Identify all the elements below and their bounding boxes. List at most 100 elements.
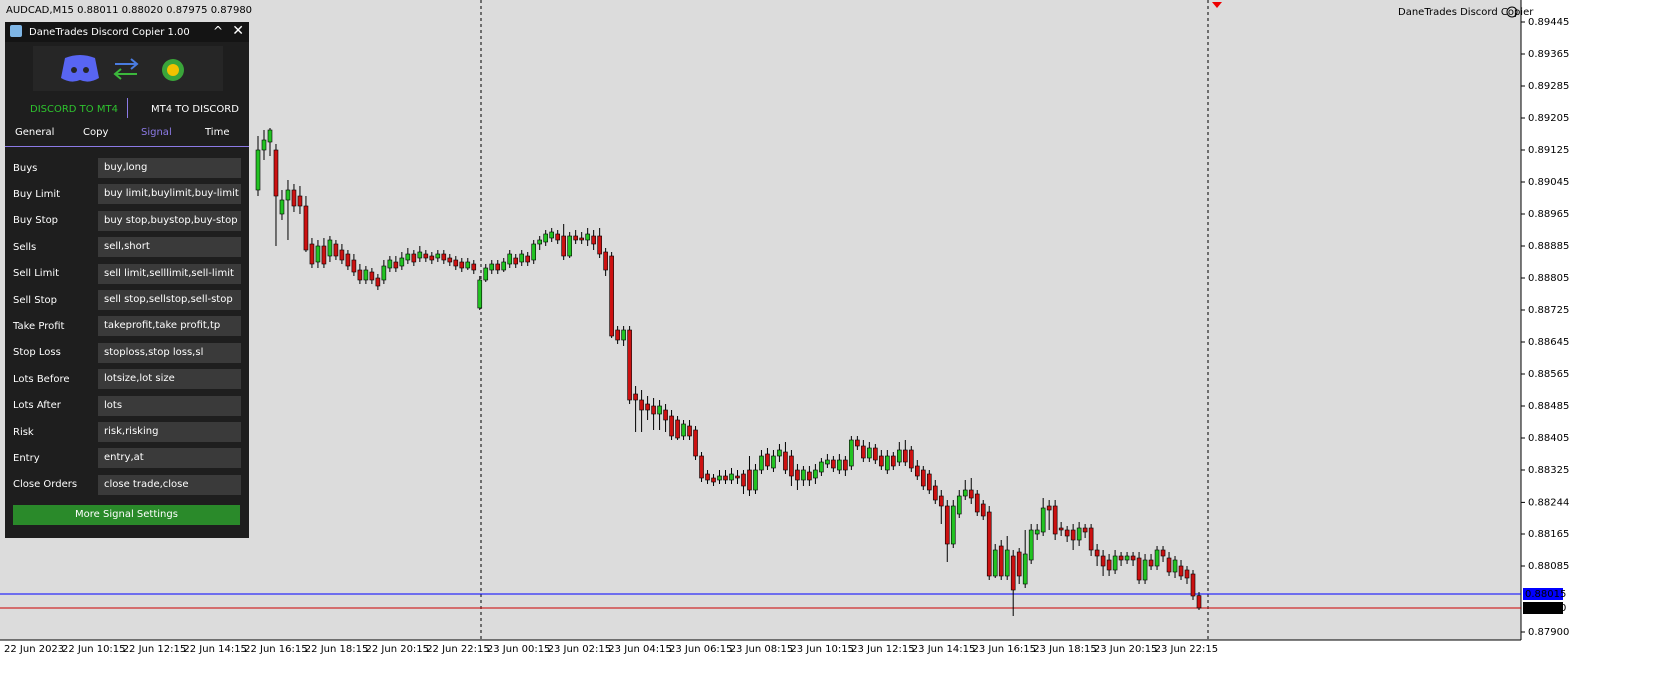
mode-mt4-to-discord[interactable]: MT4 TO DISCORD bbox=[151, 104, 239, 115]
candle-body bbox=[861, 445, 866, 459]
time-label: 23 Jun 18:15 bbox=[1033, 644, 1097, 655]
candle-body bbox=[753, 469, 758, 491]
row-input[interactable]: entry,at bbox=[98, 448, 241, 469]
row-input[interactable]: buy stop,buystop,buy-stop bbox=[98, 210, 241, 231]
time-label: 22 Jun 2023 bbox=[4, 644, 64, 655]
tab-underline bbox=[5, 146, 249, 147]
candle-body bbox=[1094, 549, 1100, 557]
candle-body bbox=[279, 199, 285, 215]
close-button[interactable]: ✕ bbox=[232, 23, 244, 39]
row-input[interactable]: stoploss,stop loss,sl bbox=[98, 342, 241, 363]
panel-title-bar: DaneTrades Discord Copier 1.00 ^ ✕ bbox=[5, 22, 249, 42]
signal-row: Buy Stop buy stop,buystop,buy-stop bbox=[13, 210, 241, 231]
price-tick-label: 0.88485 bbox=[1528, 401, 1569, 412]
symbol-info: AUDCAD,M15 0.88011 0.88020 0.87975 0.879… bbox=[6, 5, 252, 16]
candle-body bbox=[873, 447, 878, 461]
logo-strip bbox=[33, 46, 223, 91]
candle-body bbox=[1112, 555, 1118, 571]
price-tag bbox=[1523, 602, 1563, 614]
candle-body bbox=[657, 405, 662, 415]
candle-body bbox=[675, 419, 680, 439]
candle-body bbox=[321, 245, 327, 265]
candle-body bbox=[315, 245, 321, 263]
signal-row: Sell Limit sell limit,selllimit,sell-limi… bbox=[13, 263, 241, 284]
candle-body bbox=[555, 233, 560, 241]
candle-body bbox=[1166, 557, 1172, 573]
candle-body bbox=[477, 279, 483, 309]
tab[interactable]: Signal bbox=[141, 127, 172, 138]
candle-body bbox=[1028, 529, 1034, 561]
candle-body bbox=[1022, 553, 1028, 585]
minimize-button[interactable]: ^ bbox=[212, 24, 223, 38]
candle-body bbox=[729, 473, 734, 481]
signal-row: Buys buy,long bbox=[13, 158, 241, 178]
candle-body bbox=[771, 455, 776, 469]
row-input[interactable]: sell stop,sellstop,sell-stop bbox=[98, 290, 241, 310]
candle-body bbox=[1076, 527, 1082, 541]
candle-body bbox=[429, 255, 435, 261]
row-input[interactable]: takeprofit,take profit,tp bbox=[98, 316, 241, 337]
row-input[interactable]: lotsize,lot size bbox=[98, 369, 241, 390]
row-input[interactable]: close trade,close bbox=[98, 474, 241, 495]
price-tick-label: 0.88885 bbox=[1528, 241, 1569, 252]
candle-body bbox=[621, 329, 626, 341]
candle-body bbox=[926, 473, 932, 491]
candle-body bbox=[801, 469, 806, 481]
row-label: Sells bbox=[13, 241, 37, 253]
tab[interactable]: General bbox=[15, 127, 55, 138]
price-tick-label: 0.89365 bbox=[1528, 49, 1569, 60]
candle-body bbox=[1172, 559, 1178, 573]
candle-body bbox=[813, 469, 818, 479]
price-tick-label: 0.88645 bbox=[1528, 337, 1569, 348]
row-label: Stop Loss bbox=[13, 347, 61, 359]
candle-body bbox=[687, 425, 692, 437]
discord-logo bbox=[61, 55, 99, 82]
candle-body bbox=[843, 459, 848, 471]
candle-body bbox=[663, 409, 668, 421]
candle-body bbox=[381, 265, 387, 281]
row-input[interactable]: sell limit,selllimit,sell-limit bbox=[98, 263, 241, 284]
candle-body bbox=[1064, 529, 1070, 537]
row-input[interactable]: sell,short bbox=[98, 237, 241, 258]
arrow-right bbox=[115, 58, 139, 70]
candle-body bbox=[1004, 549, 1010, 577]
candle-body bbox=[1058, 527, 1064, 531]
candle-body bbox=[1070, 529, 1076, 541]
candle-body bbox=[950, 505, 956, 545]
copier-panel: DaneTrades Discord Copier 1.00 ^ ✕ DISCO… bbox=[5, 22, 249, 538]
row-label: Sell Limit bbox=[13, 268, 60, 280]
signal-row: Lots After lots bbox=[13, 395, 241, 416]
candle-body bbox=[303, 205, 309, 251]
time-label: 23 Jun 04:15 bbox=[608, 644, 672, 655]
candle-body bbox=[375, 277, 381, 287]
tab[interactable]: Time bbox=[205, 127, 230, 138]
candle-body bbox=[765, 453, 770, 467]
price-tick-label: 0.88325 bbox=[1528, 465, 1569, 476]
tab[interactable]: Copy bbox=[83, 127, 109, 138]
candle-body bbox=[363, 269, 369, 281]
row-label: Take Profit bbox=[13, 320, 65, 332]
mode-discord-to-mt4[interactable]: DISCORD TO MT4 bbox=[30, 104, 118, 115]
row-input[interactable]: buy,long bbox=[98, 158, 241, 178]
candle-body bbox=[1148, 559, 1154, 567]
signal-row: Entry entry,at bbox=[13, 448, 241, 469]
more-settings-button[interactable]: More Signal Settings bbox=[13, 505, 240, 525]
logos bbox=[61, 55, 184, 82]
row-input[interactable]: buy limit,buylimit,buy-limit bbox=[98, 184, 241, 205]
ea-label: DaneTrades Discord Copier bbox=[1398, 7, 1534, 18]
price-tag bbox=[1523, 588, 1563, 600]
price-tag-label: 0.88015 bbox=[1525, 589, 1566, 600]
candle-body bbox=[699, 455, 704, 479]
row-input[interactable]: lots bbox=[98, 395, 241, 416]
price-tick-label: 0.89045 bbox=[1528, 177, 1569, 188]
candle-body bbox=[651, 405, 656, 415]
candle-body bbox=[387, 259, 393, 269]
candle-body bbox=[1088, 527, 1094, 551]
time-label: 23 Jun 20:15 bbox=[1094, 644, 1158, 655]
candle-body bbox=[693, 429, 698, 457]
candle-body bbox=[255, 149, 261, 191]
row-input[interactable]: risk,risking bbox=[98, 422, 241, 442]
candle-body bbox=[980, 503, 986, 517]
candle-body bbox=[974, 493, 980, 513]
candle-body bbox=[914, 465, 920, 477]
